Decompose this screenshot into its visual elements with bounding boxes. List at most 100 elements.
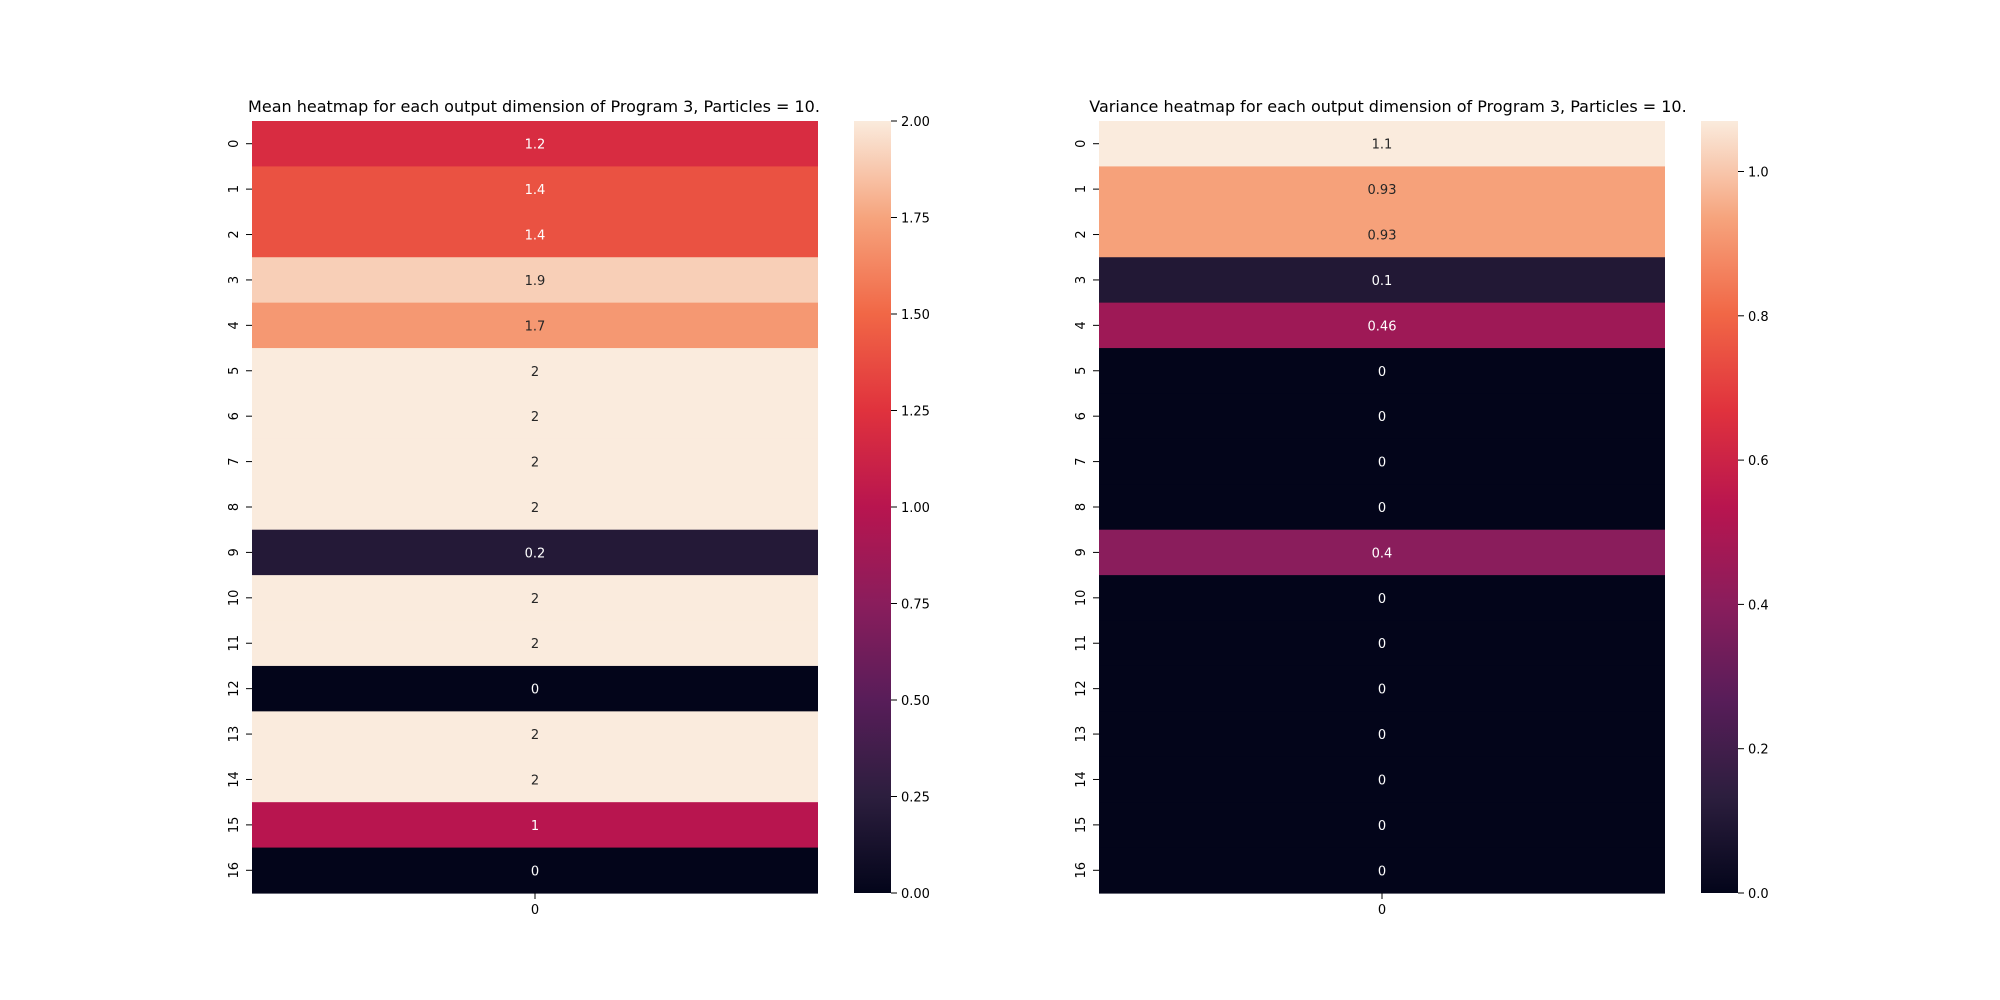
y-tick-label: 14 (1074, 771, 1089, 788)
heatmap-cell (1099, 711, 1665, 758)
heatmap-cell (1099, 348, 1665, 395)
colorbar-tick-label: 1.25 (901, 405, 930, 420)
heatmap-cell-annotation: 0.4 (1372, 546, 1393, 561)
y-tick-label: 11 (1074, 635, 1089, 652)
colorbar-tick-label: 0.0 (1748, 887, 1769, 902)
colorbar-tick-label: 0.25 (901, 791, 930, 806)
heatmap-cell (252, 257, 818, 304)
heatmap-cell-annotation: 0 (1378, 819, 1386, 834)
y-tick-label: 7 (227, 457, 242, 465)
heatmap-cell-annotation: 1.4 (525, 183, 546, 198)
colorbar-gradient (854, 121, 891, 893)
y-tick-label: 10 (1074, 590, 1089, 607)
heatmap-cell-annotation: 0.93 (1368, 183, 1397, 198)
y-tick-label: 16 (227, 862, 242, 879)
y-tick-label: 9 (1074, 548, 1089, 556)
heatmap-cell (1099, 484, 1665, 531)
y-tick-label: 1 (227, 185, 242, 193)
colorbar-tick-label: 0.8 (1748, 310, 1769, 325)
heatmap-cell (252, 529, 818, 576)
heatmap-cell (252, 847, 818, 894)
y-tick-label: 6 (1074, 412, 1089, 420)
y-tick-label: 8 (227, 503, 242, 511)
mean-heatmap-panel: Mean heatmap for each output dimension o… (227, 97, 930, 918)
heatmap-cell-annotation: 1.9 (525, 274, 546, 289)
x-tick-label: 0 (531, 903, 539, 918)
y-tick-label: 2 (1074, 230, 1089, 238)
y-tick-label: 11 (227, 635, 242, 652)
heatmap-cell-annotation: 0 (1378, 637, 1386, 652)
colorbar-tick-label: 1.0 (1748, 166, 1769, 181)
heatmap-cell (252, 438, 818, 485)
heatmap-cell (1099, 847, 1665, 894)
heatmap-cell (1099, 257, 1665, 304)
y-tick-label: 9 (227, 548, 242, 556)
heatmap-cell (252, 302, 818, 349)
heatmap-cell (1099, 438, 1665, 485)
heatmap-cell-annotation: 2 (531, 501, 539, 516)
heatmap-cell-annotation: 0 (1378, 410, 1386, 425)
heatmap-cell (252, 121, 818, 168)
heatmap-cell-annotation: 0 (1378, 683, 1386, 698)
heatmap-cell-annotation: 0.1 (1372, 274, 1393, 289)
heatmap-cell (1099, 121, 1665, 168)
heatmap-cell-annotation: 2 (531, 728, 539, 743)
variance-heatmap-x-axis: 0 (1378, 893, 1386, 918)
variance-heatmap-cells: 1.1 0.93 0.93 0.1 0.46 0 0 0 0 0.4 0 0 0 0 0 0 0 (1099, 121, 1665, 894)
y-tick-label: 3 (1074, 276, 1089, 284)
heatmap-cell (252, 348, 818, 395)
heatmap-cell-annotation: 0 (1378, 365, 1386, 380)
y-tick-label: 12 (1074, 680, 1089, 697)
y-tick-label: 6 (227, 412, 242, 420)
colorbar-gradient (1701, 121, 1738, 893)
heatmap-cell-annotation: 2 (531, 773, 539, 788)
heatmap-cell (1099, 802, 1665, 849)
heatmap-cell-annotation: 0 (531, 864, 539, 879)
variance-heatmap-panel: Variance heatmap for each output dimensi… (1074, 97, 1769, 918)
y-tick-label: 13 (227, 726, 242, 743)
heatmap-cell (252, 711, 818, 758)
heatmap-cell (252, 393, 818, 440)
colorbar-tick-label: 2.00 (901, 115, 930, 130)
y-tick-label: 16 (1074, 862, 1089, 879)
colorbar-tick-label: 0.4 (1748, 598, 1769, 613)
y-tick-label: 8 (1074, 503, 1089, 511)
colorbar-tick-label: 0.75 (901, 598, 930, 613)
y-tick-label: 10 (227, 590, 242, 607)
heatmap-cell-annotation: 0 (1378, 728, 1386, 743)
heatmap-cell (1099, 211, 1665, 258)
heatmap-cell (1099, 620, 1665, 667)
y-tick-label: 3 (227, 276, 242, 284)
mean-heatmap-cells: 1.2 1.4 1.4 1.9 1.7 2 2 2 2 0.2 2 2 0 2 2 1 0 (252, 121, 818, 894)
colorbar-tick-label: 1.50 (901, 308, 930, 323)
mean-heatmap-title: Mean heatmap for each output dimension o… (248, 97, 820, 116)
heatmap-cell (1099, 575, 1665, 622)
y-tick-label: 15 (1074, 817, 1089, 834)
heatmap-cell-annotation: 0 (1378, 592, 1386, 607)
y-tick-label: 5 (227, 367, 242, 375)
heatmap-cell (1099, 665, 1665, 712)
heatmap-cell (252, 575, 818, 622)
heatmap-cell-annotation: 0 (1378, 864, 1386, 879)
heatmap-cell (252, 620, 818, 667)
heatmap-cell-annotation: 1.4 (525, 229, 546, 244)
heatmap-cell-annotation: 0.46 (1368, 319, 1397, 334)
heatmap-cell-annotation: 2 (531, 456, 539, 471)
y-tick-label: 4 (227, 321, 242, 329)
heatmap-cell-annotation: 0 (1378, 773, 1386, 788)
heatmap-cell (1099, 393, 1665, 440)
variance-heatmap-title: Variance heatmap for each output dimensi… (1089, 97, 1686, 116)
heatmap-cell-annotation: 2 (531, 410, 539, 425)
heatmap-cell (252, 211, 818, 258)
x-tick-label: 0 (1378, 903, 1386, 918)
y-tick-label: 14 (227, 771, 242, 788)
heatmap-cell (252, 756, 818, 803)
heatmap-cell (1099, 166, 1665, 213)
colorbar-tick-label: 0.50 (901, 694, 930, 709)
heatmap-cell-annotation: 0.2 (525, 546, 546, 561)
heatmap-cell-annotation: 2 (531, 637, 539, 652)
heatmap-cell-annotation: 1.1 (1372, 138, 1393, 153)
